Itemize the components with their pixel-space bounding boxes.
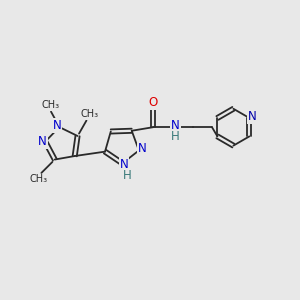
Text: N: N [171, 119, 180, 132]
Text: N: N [52, 119, 61, 132]
Text: CH₃: CH₃ [42, 100, 60, 110]
Text: H: H [122, 169, 131, 182]
Text: CH₃: CH₃ [30, 175, 48, 184]
Text: N: N [248, 110, 257, 123]
Text: H: H [171, 130, 180, 143]
Text: CH₃: CH₃ [80, 109, 98, 119]
Text: N: N [119, 158, 128, 171]
Text: N: N [138, 142, 147, 155]
Text: N: N [38, 135, 47, 148]
Text: O: O [148, 96, 158, 109]
